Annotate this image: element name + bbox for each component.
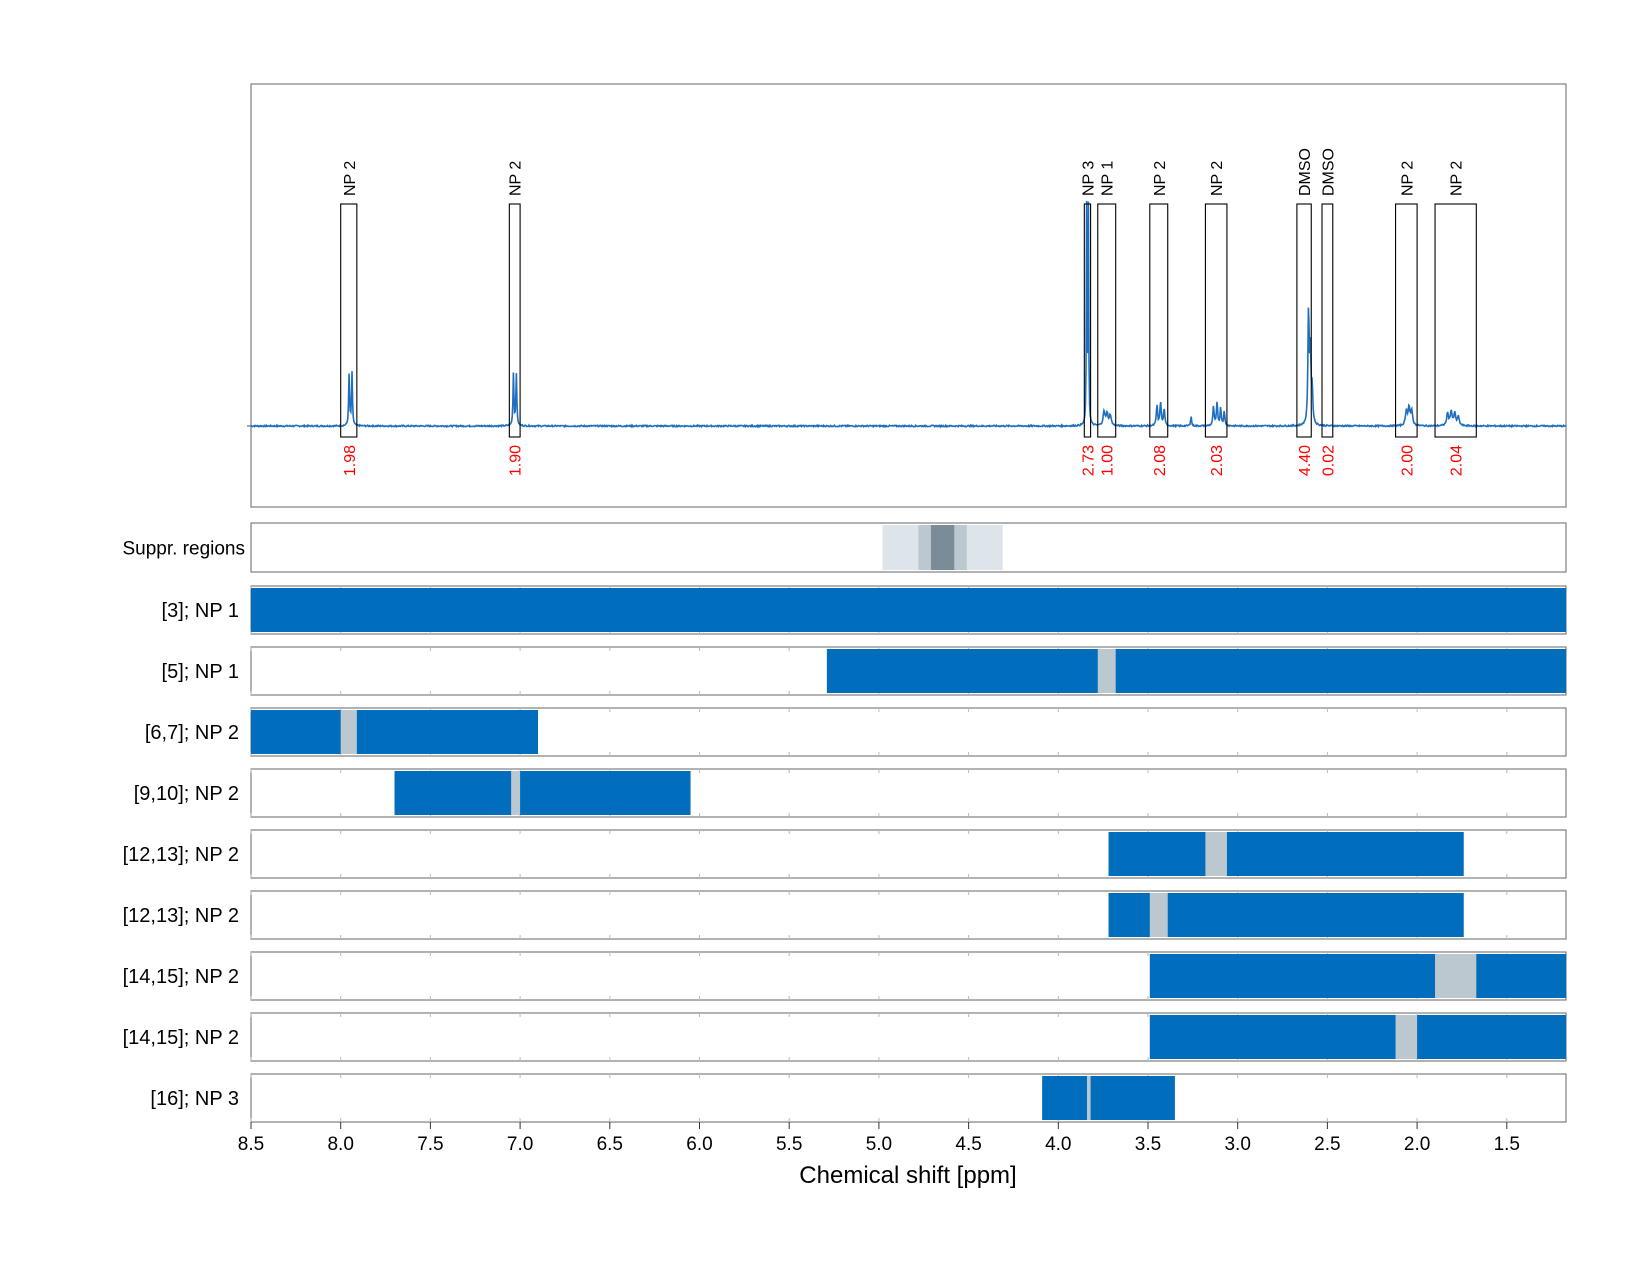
region-label: NP 2 (1209, 161, 1226, 196)
x-tick-label: 8.0 (327, 1134, 353, 1155)
track-bar (1042, 1076, 1175, 1120)
track-row: [14,15]; NP 2 (123, 1012, 1567, 1062)
track-row: [9,10]; NP 2 (134, 768, 1567, 818)
track-label: [6,7]; NP 2 (145, 722, 239, 744)
x-axis: 8.5 8.0 7.5 7.0 6.5 6.0 5.5 5.0 4.5 4.0 3.5 3.0 2.5 2… (238, 1122, 1520, 1155)
integral-label: 2.00 (1399, 445, 1416, 476)
integration-box (1321, 203, 1334, 438)
x-tick-label: 4.5 (955, 1134, 981, 1155)
integration-box (1395, 203, 1418, 438)
x-tick-label: 3.5 (1135, 1134, 1161, 1155)
x-tick-label: 2.0 (1404, 1134, 1430, 1155)
region-label: NP 2 (1449, 161, 1466, 196)
track-row: [5]; NP 1 (162, 646, 1567, 696)
integral-label: 1.00 (1100, 445, 1117, 476)
region-label: DMSO (1320, 148, 1337, 196)
integral-label: 2.04 (1449, 445, 1466, 476)
integration-box (1434, 203, 1477, 438)
track-label: [14,15]; NP 2 (123, 966, 239, 988)
region-label: NP 2 (508, 161, 525, 196)
region-label: DMSO (1297, 148, 1314, 196)
x-tick-label: 7.0 (507, 1134, 533, 1155)
track-bar (394, 771, 691, 815)
x-tick-label: 6.0 (686, 1134, 712, 1155)
region-label: NP 1 (1100, 161, 1117, 196)
spectrum-frame (250, 83, 1567, 508)
track-bar (1149, 954, 1566, 998)
track-gap (1395, 1015, 1418, 1059)
x-tick-label: 5.0 (866, 1134, 892, 1155)
integration-box (1204, 203, 1228, 438)
track-gap (340, 710, 357, 754)
track-gap (1149, 893, 1168, 937)
integration-box (1296, 203, 1312, 438)
integration-box (1149, 203, 1169, 438)
track-row: [12,13]; NP 2 (123, 890, 1567, 940)
fit-tracks: [3]; NP 1 [5]; NP 1 [6,7]; NP 2 [9,10]; NP … (123, 585, 1567, 1123)
track-frame (250, 1073, 1567, 1123)
integral-label: 1.98 (342, 445, 359, 476)
track-label: [9,10]; NP 2 (134, 783, 239, 805)
integral-label: 4.40 (1297, 445, 1314, 476)
track-row: [3]; NP 1 (162, 585, 1567, 635)
integration-box (508, 203, 521, 438)
x-tick-label: 4.0 (1045, 1134, 1071, 1155)
integral-label: 1.90 (508, 445, 525, 476)
suppression-panel: Suppr. regions (122, 522, 1567, 573)
track-label: [14,15]; NP 2 (123, 1027, 239, 1049)
integral-label: 2.03 (1209, 445, 1226, 476)
track-gap (1097, 649, 1116, 693)
track-gap (1435, 954, 1477, 998)
track-bar (251, 710, 539, 754)
peak-annotations: NP 2 1.98 NP 2 1.90 NP 3 2.73 NP 1 1.00 NP 2 2.08… (340, 148, 1477, 476)
region-label: NP 2 (1399, 161, 1416, 196)
track-label: [5]; NP 1 (162, 661, 239, 683)
integration-box (1083, 203, 1092, 438)
integral-label: 2.08 (1152, 445, 1169, 476)
x-tick-label: 1.5 (1494, 1134, 1520, 1155)
suppression-band (930, 525, 955, 570)
track-bar (251, 588, 1566, 632)
region-label: NP 2 (1152, 161, 1169, 196)
track-gap (1205, 832, 1227, 876)
track-bar (826, 649, 1566, 693)
x-tick-label: 6.5 (597, 1134, 623, 1155)
region-label: NP 3 (1080, 161, 1097, 196)
x-tick-label: 7.5 (417, 1134, 443, 1155)
track-label: [12,13]; NP 2 (123, 905, 239, 927)
track-bar (1149, 1015, 1566, 1059)
spectrum-line (250, 200, 1567, 429)
x-tick-label: 3.0 (1224, 1134, 1250, 1155)
x-tick-label: 5.5 (776, 1134, 802, 1155)
track-row: [14,15]; NP 2 (123, 951, 1567, 1001)
integration-box (1097, 203, 1117, 438)
integral-label: 2.73 (1080, 445, 1097, 476)
x-tick-label: 8.5 (238, 1134, 264, 1155)
integral-label: 0.02 (1320, 445, 1337, 476)
track-gap (511, 771, 521, 815)
track-gap (1087, 1076, 1091, 1120)
x-axis-title: Chemical shift [ppm] (799, 1162, 1016, 1189)
region-label: NP 2 (342, 161, 359, 196)
track-row: [16]; NP 3 (150, 1073, 1567, 1123)
track-label: [16]; NP 3 (150, 1088, 239, 1110)
track-label: [12,13]; NP 2 (123, 844, 239, 866)
x-tick-label: 2.5 (1314, 1134, 1340, 1155)
spectrum-panel (247, 83, 1567, 508)
integration-box (340, 203, 358, 438)
track-bar (1108, 832, 1464, 876)
track-row: [12,13]; NP 2 (123, 829, 1567, 879)
suppression-label: Suppr. regions (122, 539, 245, 560)
track-row: [6,7]; NP 2 (145, 707, 1567, 757)
track-label: [3]; NP 1 (162, 600, 239, 622)
